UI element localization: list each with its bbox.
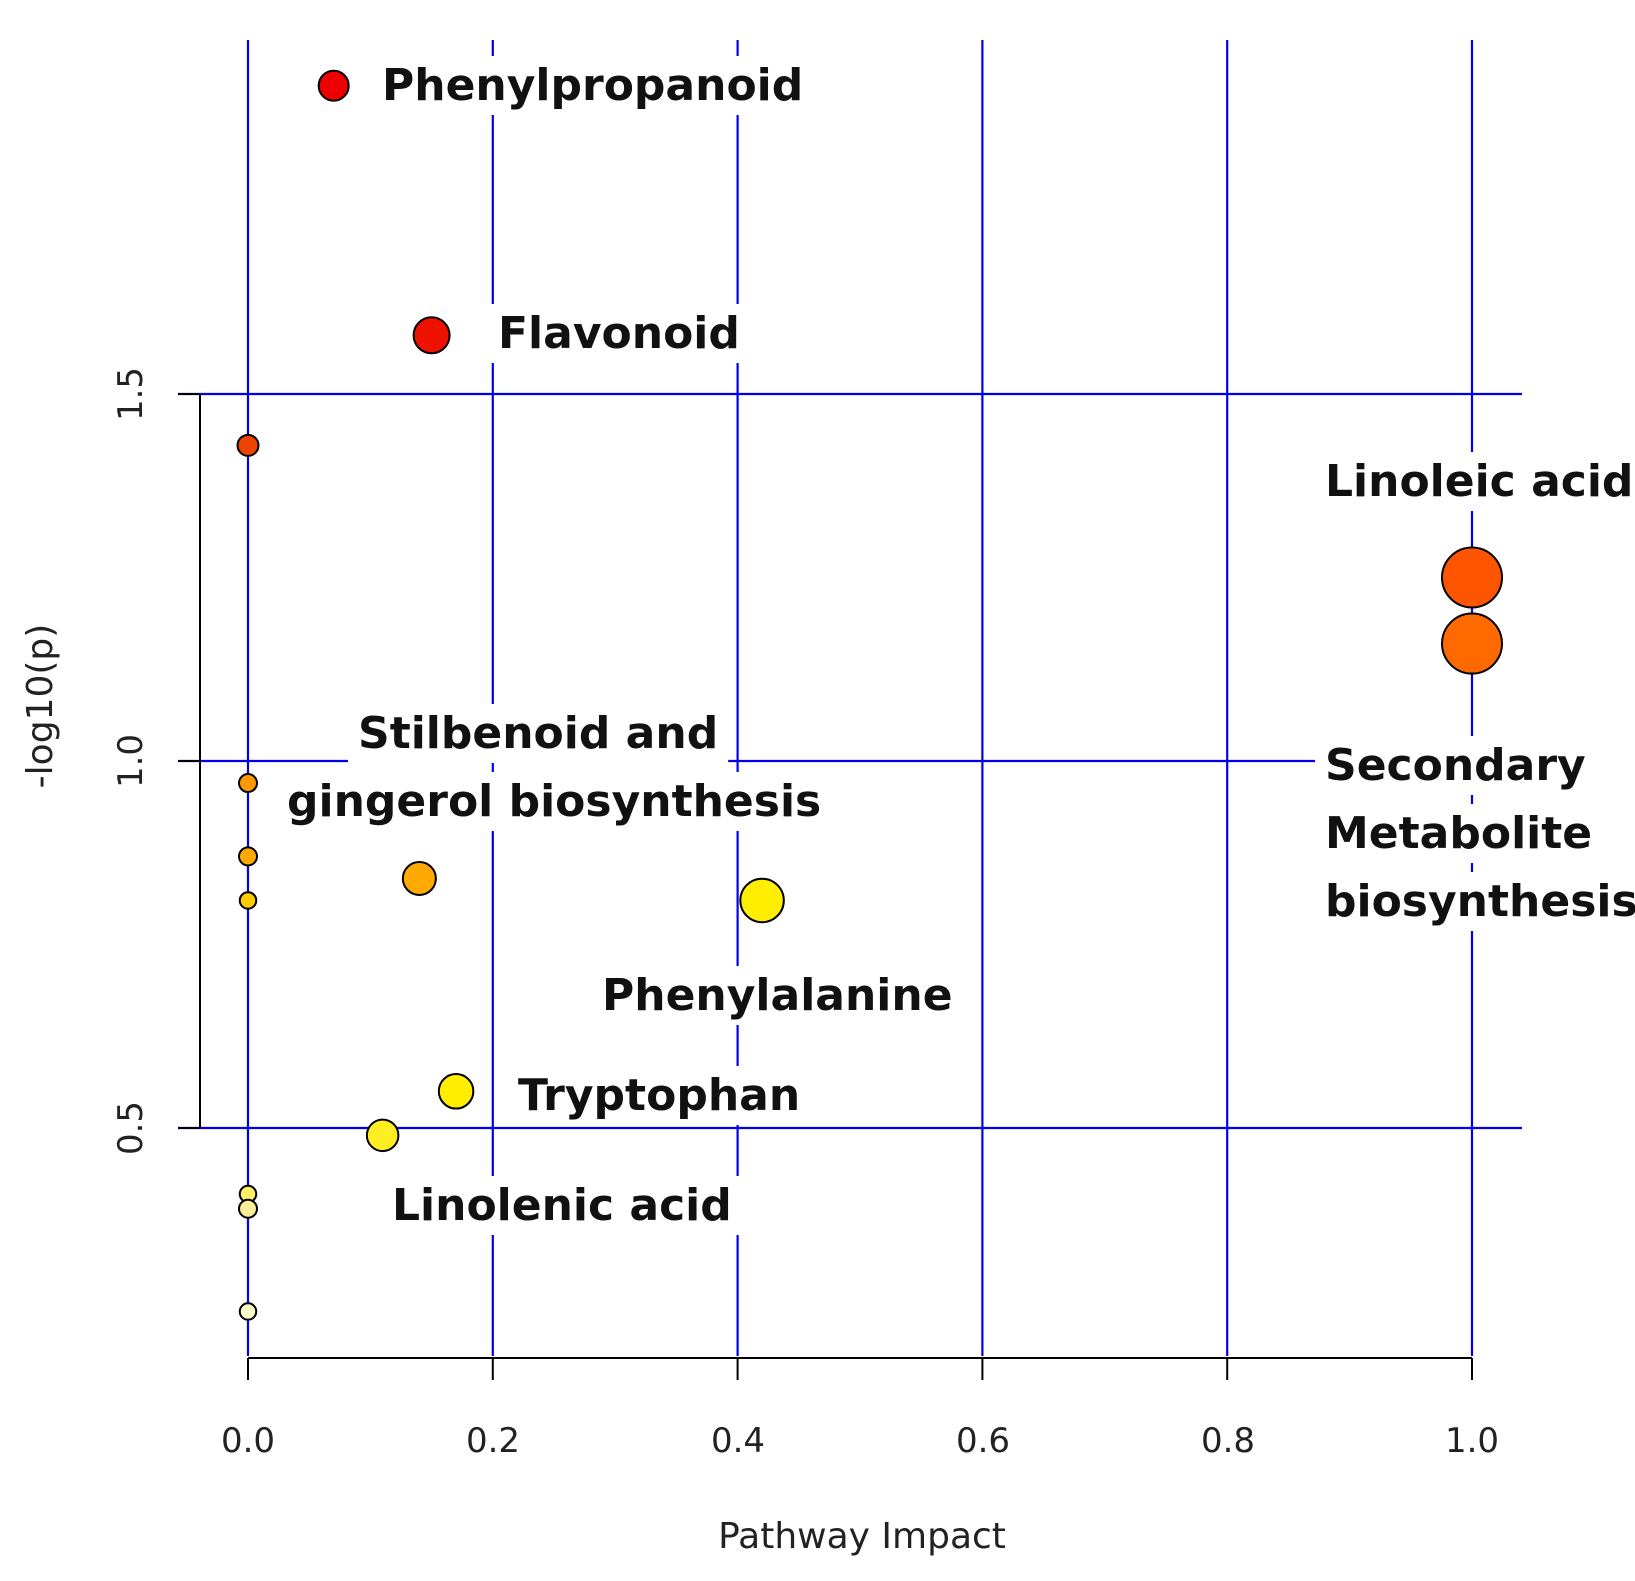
annotation-background <box>1315 736 1596 795</box>
annotations: Phenylpropanoid Flavonoid Linoleic acid … <box>287 60 1635 1231</box>
data-point <box>238 1302 258 1321</box>
data-point <box>238 891 258 910</box>
y-tick-label: 1.5 <box>111 367 151 421</box>
data-point <box>1441 612 1503 675</box>
x-axis-title: Pathway Impact <box>718 1516 1006 1557</box>
axes <box>178 393 1473 1380</box>
annotation-background <box>277 772 832 831</box>
data-points <box>236 69 1503 1321</box>
annotation-background <box>1315 452 1635 511</box>
annotation-label: Phenylpropanoid <box>382 60 803 111</box>
data-point <box>317 69 350 102</box>
x-tick-label: 1.0 <box>1445 1421 1499 1461</box>
data-point <box>437 1073 475 1110</box>
annotation-label: Secondary <box>1325 740 1586 791</box>
y-tick-label: 0.5 <box>111 1101 151 1155</box>
y-tick-label: 1.0 <box>111 734 151 788</box>
annotation-label: biosynthesis <box>1325 876 1635 927</box>
annotation-backgrounds <box>277 56 1635 1235</box>
y-axis-title: -log10(p) <box>20 624 61 789</box>
annotation-label: Linolenic acid <box>392 1180 732 1231</box>
data-point <box>412 316 451 355</box>
annotation-background <box>508 1066 811 1125</box>
x-tick-label: 0.6 <box>956 1421 1010 1461</box>
annotation-background <box>348 704 729 763</box>
data-point <box>401 860 437 896</box>
annotation-label: Tryptophan <box>518 1070 800 1121</box>
annotation-background <box>488 304 750 363</box>
x-tick-label: 0.8 <box>1201 1421 1255 1461</box>
annotation-label: gingerol biosynthesis <box>287 776 821 827</box>
x-tick-label: 0.0 <box>221 1421 275 1461</box>
data-point <box>238 773 258 794</box>
annotation-background <box>1315 872 1635 931</box>
annotation-background <box>592 966 963 1025</box>
data-point <box>365 1118 400 1153</box>
annotation-background <box>382 1176 742 1235</box>
data-point <box>739 877 785 924</box>
tick-labels: 0.0 0.2 0.4 0.6 0.8 1.0 0.5 1.0 1.5 <box>111 367 1499 1461</box>
x-tick-label: 0.2 <box>466 1421 520 1461</box>
annotation-label: Linoleic acid <box>1325 456 1633 507</box>
data-point <box>1441 546 1503 609</box>
grid-lines <box>178 40 1522 1356</box>
data-point <box>238 1198 258 1219</box>
annotation-label: Stilbenoid and <box>358 708 718 759</box>
annotation-label: Metabolite <box>1325 808 1592 859</box>
annotation-background <box>1315 804 1603 863</box>
annotation-background <box>372 56 814 115</box>
data-point <box>236 433 260 457</box>
x-tick-label: 0.4 <box>711 1421 765 1461</box>
data-point <box>238 846 258 867</box>
annotation-label: Phenylalanine <box>602 970 953 1021</box>
annotation-label: Flavonoid <box>498 308 740 359</box>
